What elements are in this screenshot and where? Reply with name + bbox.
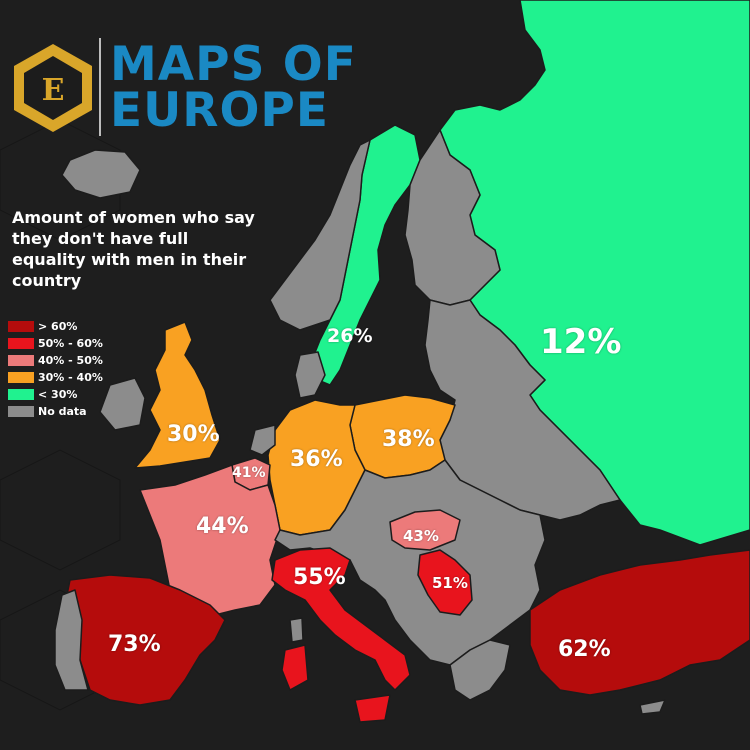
legend-item: 30% - 40% (8, 369, 103, 386)
map-title: Amount of women who say they don't have … (12, 208, 255, 290)
region-italy (271, 547, 411, 691)
legend-swatch (8, 338, 34, 349)
legend-swatch (8, 406, 34, 417)
legend-label: No data (38, 405, 87, 418)
region-iceland (61, 149, 141, 199)
legend-item: 50% - 60% (8, 335, 103, 352)
label-france: 44% (196, 514, 249, 539)
label-serbia: 51% (432, 574, 468, 592)
legend-label: > 60% (38, 320, 78, 333)
legend-item: No data (8, 403, 103, 420)
logo-hex-inner (24, 56, 82, 120)
region-sicily (354, 694, 391, 723)
label-united-kingdom: 30% (167, 422, 220, 447)
label-poland: 38% (382, 427, 435, 452)
region-denmark (294, 351, 326, 399)
region-greece (449, 639, 511, 701)
label-spain: 73% (108, 632, 161, 657)
label-russia: 12% (540, 322, 622, 362)
brand-divider (99, 38, 101, 136)
region-cyprus (639, 699, 666, 715)
label-belgium: 41% (232, 465, 266, 481)
legend-label: < 30% (38, 388, 78, 401)
legend-swatch (8, 372, 34, 383)
label-italy: 55% (293, 565, 346, 590)
region-serbia (417, 549, 473, 616)
legend-item: > 60% (8, 318, 103, 335)
label-hungary: 43% (403, 527, 439, 545)
region-finland (404, 129, 501, 306)
legend-label: 50% - 60% (38, 337, 103, 350)
region-eastern-europe (424, 299, 621, 521)
legend-item: < 30% (8, 386, 103, 403)
legend: > 60% 50% - 60% 40% - 50% 30% - 40% < 30… (8, 318, 103, 420)
label-turkey: 62% (558, 637, 611, 662)
label-sweden: 26% (327, 325, 373, 347)
region-ireland (99, 377, 146, 431)
legend-swatch (8, 355, 34, 366)
region-central-europe (274, 459, 546, 666)
brand-line-2: EUROPE (110, 83, 329, 138)
region-norway (269, 139, 371, 331)
legend-label: 40% - 50% (38, 354, 103, 367)
legend-item: 40% - 50% (8, 352, 103, 369)
region-turkey (529, 549, 750, 696)
legend-label: 30% - 40% (38, 371, 103, 384)
region-corsica (289, 617, 304, 643)
brand-line-1: MAPS OF (110, 37, 357, 92)
region-netherlands (249, 424, 276, 456)
region-sardinia (281, 644, 309, 691)
region-portugal (54, 589, 89, 691)
logo-badge-icon: E (14, 44, 92, 132)
legend-swatch (8, 321, 34, 332)
region-united-kingdom (134, 321, 221, 469)
logo-letter: E (42, 73, 65, 108)
label-germany: 36% (290, 447, 343, 472)
region-hungary (389, 509, 461, 551)
legend-swatch (8, 389, 34, 400)
